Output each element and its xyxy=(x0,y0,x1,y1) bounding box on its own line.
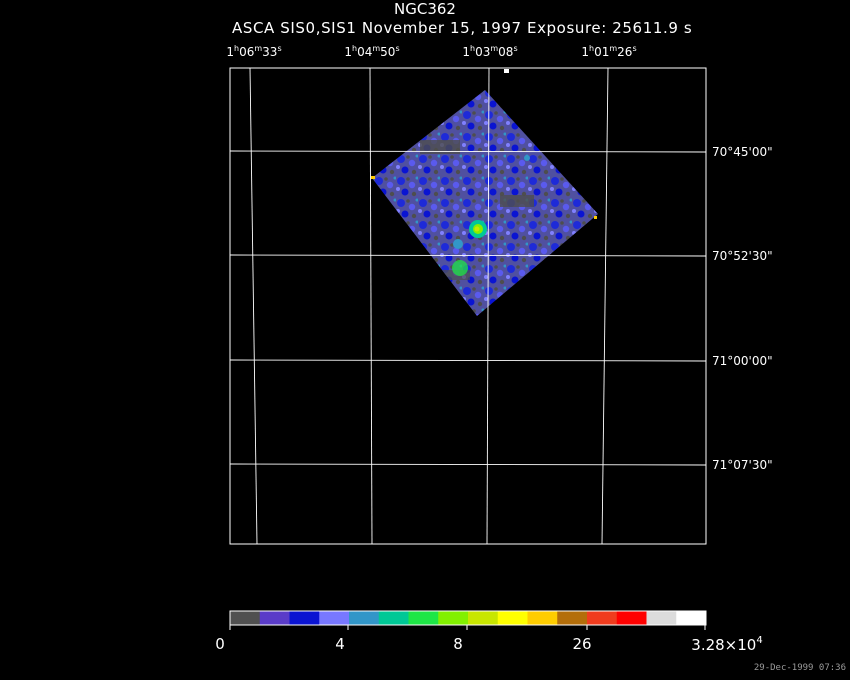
colorbar-swatch xyxy=(349,611,380,625)
coordinate-grid xyxy=(230,68,706,544)
colorbar-swatch xyxy=(259,611,290,625)
colorbar-label: 4 xyxy=(335,635,345,653)
dec-tick-label: 71°07'30" xyxy=(712,458,773,472)
colorbar-max-label: 3.28×104 xyxy=(691,635,763,654)
xray-image xyxy=(371,69,598,316)
dec-tick-label: 70°52'30" xyxy=(712,249,773,263)
ra-tick-label: 1h03m08s xyxy=(462,44,518,59)
colorbar-swatch xyxy=(378,611,409,625)
observation-subtitle: ASCA SIS0,SIS1 November 15, 1997 Exposur… xyxy=(232,19,693,37)
colorbar-swatch xyxy=(616,611,647,625)
colorbar-label: 8 xyxy=(453,635,463,653)
ra-tick-label: 1h04m50s xyxy=(344,44,400,59)
colorbar-swatch xyxy=(438,611,469,625)
colorbar-swatch xyxy=(527,611,558,625)
colorbar-swatch xyxy=(468,611,499,625)
dec-tick-label: 71°00'00" xyxy=(712,354,773,368)
colorbar-swatch xyxy=(676,611,707,625)
colorbar-swatch xyxy=(557,611,588,625)
ra-tick-label: 1h06m33s xyxy=(226,44,282,59)
colorbar-swatch xyxy=(230,611,261,625)
colorbar-swatch xyxy=(289,611,320,625)
plot-frame xyxy=(229,67,707,545)
colorbar-swatch xyxy=(646,611,677,625)
colorbar-swatch xyxy=(408,611,439,625)
colorbar-swatch xyxy=(497,611,528,625)
image-title: NGC362 xyxy=(394,0,456,18)
colorbar-swatch xyxy=(319,611,350,625)
dec-tick-label: 70°45'00" xyxy=(712,145,773,159)
colorbar xyxy=(230,611,707,625)
ra-tick-label: 1h01m26s xyxy=(581,44,637,59)
colorbar-swatch xyxy=(587,611,618,625)
colorbar-label: 26 xyxy=(572,635,592,653)
colorbar-label: 0 xyxy=(215,635,225,653)
timestamp: 29-Dec-1999 07:36 xyxy=(753,663,846,673)
